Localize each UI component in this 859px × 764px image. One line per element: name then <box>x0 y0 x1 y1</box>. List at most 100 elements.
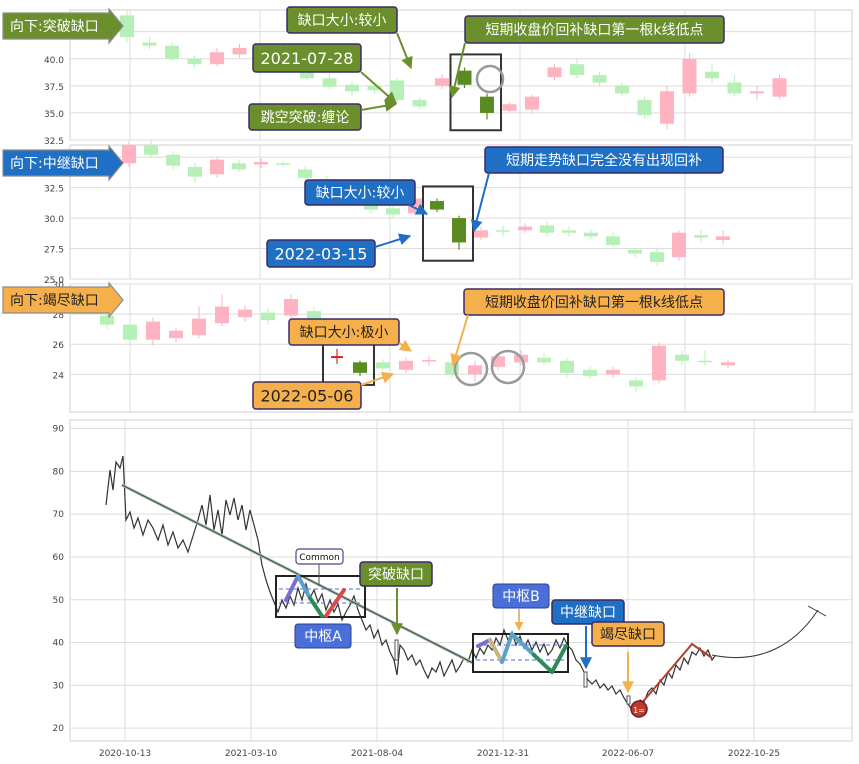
panel1-label-size-text: 缺口大小:较小 <box>298 13 387 29</box>
main-ytick-label: 40 <box>53 639 65 649</box>
panel1-title-bg <box>2 7 124 45</box>
hub-b-stroke-2 <box>488 638 504 664</box>
panel3-candle <box>422 360 436 362</box>
panel3-label-date-text: 2022-05-06 <box>261 386 354 405</box>
panel2-label-nofill-bg <box>484 146 724 174</box>
panel2-label-date-text: 2022-03-15 <box>275 244 368 263</box>
hub-b-label-bg <box>492 583 550 609</box>
hub-a-stroke-2 <box>296 574 312 600</box>
panel1-candle <box>322 78 337 87</box>
runaway-gap-mark <box>583 671 588 688</box>
panel3-candle <box>491 356 505 367</box>
panel3-candle <box>123 324 137 340</box>
panel2-ytick-label: 30.0 <box>44 215 64 225</box>
panel2-candle <box>650 252 664 262</box>
panel2-label-nofill-text: 短期走势缺口完全没有出现回补 <box>506 152 702 169</box>
panel2-candle <box>166 154 180 166</box>
common-tag-text: Common <box>299 553 340 563</box>
panel1-candle <box>547 67 562 78</box>
hub-b-label-text: 中枢B <box>502 589 540 605</box>
panel1-ytick-label: 32.5 <box>44 137 64 147</box>
panel1-candle <box>682 58 697 94</box>
panel2-arrow-date <box>374 233 412 248</box>
panel2-candle <box>694 235 708 238</box>
breakaway-label: 突破缺口 <box>359 561 433 587</box>
panel2-candle <box>386 208 400 215</box>
panel2-title-text: 向下:中继缺口 <box>10 156 99 172</box>
panel1-ytick-label: 35.0 <box>44 110 64 120</box>
panel3-candle <box>652 345 666 381</box>
panel3-label-date: 2022-05-06 <box>252 381 362 410</box>
panel3-label-size-bg <box>288 318 400 346</box>
panel1-candle <box>345 84 359 92</box>
panel1-candle <box>120 15 134 38</box>
hub-b-label: 中枢B <box>492 583 550 609</box>
main-ytick-label: 20 <box>53 724 65 734</box>
panel1-arrow-method <box>360 99 398 112</box>
post-low-stroke <box>639 642 713 706</box>
panel2-candle <box>144 145 158 155</box>
panel3-candle <box>169 330 183 339</box>
panel2-candle <box>562 230 576 233</box>
forecast-cap <box>807 605 827 617</box>
main-ytick-label: 60 <box>53 553 65 563</box>
hub-a-label: 中枢A <box>294 623 352 649</box>
panel3-label-fill-text: 短期收盘价回补缺口第一根k线低点 <box>485 294 703 311</box>
panel1-label-size-bg <box>286 6 398 34</box>
panel1-candle <box>187 58 202 65</box>
panel1-candle <box>750 91 764 94</box>
forecast-curve <box>711 609 819 659</box>
hub-b-stroke-3 <box>500 632 514 664</box>
panel1-candle <box>525 96 539 110</box>
panel1-arrow-size <box>396 32 413 70</box>
panel1-gap-candle <box>480 96 494 113</box>
main-xtick-label: 2021-08-04 <box>351 749 404 759</box>
panel2-candle <box>298 169 312 178</box>
panel2-label-size-bg <box>304 179 416 206</box>
panel2-candle <box>672 232 686 258</box>
panel2: 25.027.530.032.535.0向下:中继缺口缺口大小:较小2022-0… <box>2 140 853 286</box>
hub-a-label-text: 中枢A <box>304 629 342 645</box>
panel1-candle <box>660 91 674 124</box>
panel1-arrow-date <box>360 71 397 104</box>
main-xtick-label: 2020-10-13 <box>99 749 151 759</box>
exhaustion-label: 竭尽缺口 <box>591 621 665 647</box>
main-xtick-label: 2022-06-07 <box>602 749 654 759</box>
panel3-candle <box>399 360 413 370</box>
panel1-label-date-bg <box>252 43 362 73</box>
panel3-candle <box>537 357 551 363</box>
panel2-ytick-label: 25.0 <box>44 276 64 286</box>
low-badge <box>630 700 648 718</box>
panel1-label-method-text: 跳空突破:缠论 <box>261 109 350 126</box>
panel3-frame <box>69 283 853 413</box>
panel2-title: 向下:中继缺口 <box>2 144 124 182</box>
hub-a-stroke-1 <box>284 574 300 602</box>
price-line <box>105 455 716 711</box>
panel1: 32.535.037.540.042.5向下:突破缺口缺口大小:较小2021-0… <box>2 6 853 147</box>
panel1-candle <box>592 75 607 83</box>
main-ytick-label: 70 <box>53 510 65 520</box>
exhaustion-gap-mark <box>626 695 631 705</box>
panel3-candle <box>376 362 390 369</box>
panel2-label-nofill: 短期走势缺口完全没有出现回补 <box>484 146 724 174</box>
panel2-candle <box>254 162 268 165</box>
panel3-candle <box>307 311 321 319</box>
main-xtick-label: 2021-03-10 <box>225 749 278 759</box>
runaway-label-text: 中继缺口 <box>560 605 616 621</box>
panel3-gap-candle <box>353 362 367 373</box>
panel3-label-size: 缺口大小:极小 <box>288 318 400 346</box>
panel3-ytick-label: 28 <box>53 311 65 321</box>
panel1-candle <box>165 45 179 59</box>
common-tag: Common <box>295 548 344 565</box>
panel1-label-date: 2021-07-28 <box>252 43 362 73</box>
panel3-candle <box>698 360 712 363</box>
panel1-arrow-fill <box>448 42 466 99</box>
panel1-candle <box>435 78 449 86</box>
panel2-candle <box>540 225 554 233</box>
runaway-label-bg <box>551 599 625 625</box>
panel3-candle <box>606 369 620 375</box>
panel1-candle <box>390 80 404 100</box>
panel3-fill-circle-1 <box>453 351 489 387</box>
panel3-candle <box>192 318 206 336</box>
